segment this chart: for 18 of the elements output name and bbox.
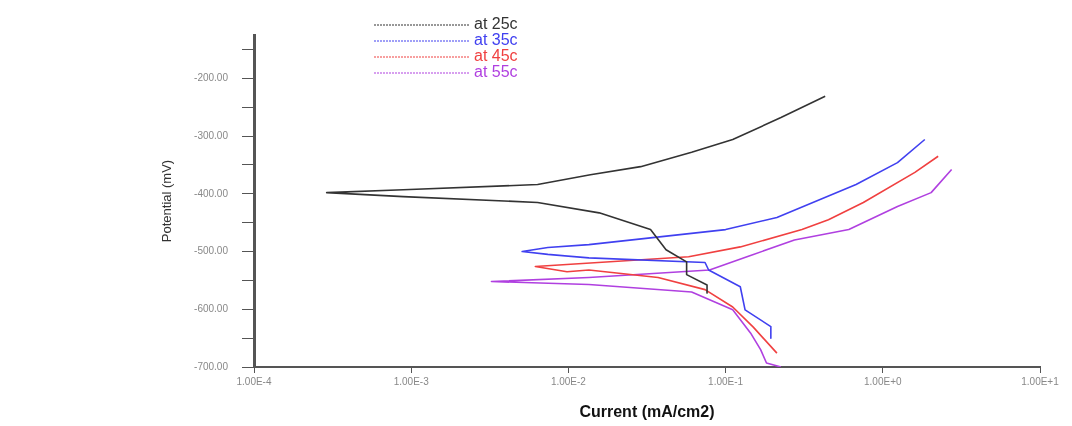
x-tick-label: 1.00E-4 [236,375,272,387]
x-tick-label: 1.00E-1 [708,375,744,387]
x-tick-label: 1.00E-3 [393,375,430,387]
y-tick-label: -400.00 [194,187,229,199]
y-tick-label: -700.00 [194,360,229,372]
text: at 45c [474,47,518,65]
x-tick-label: 1.00E+0 [864,375,902,387]
y-tick-label: -200.00 [194,72,229,84]
y-tick-label: -600.00 [194,303,229,315]
text: at 25c [474,15,518,33]
x-axis-title: Current (mA/cm2) [579,402,715,420]
y-tick-label: -300.00 [194,129,229,141]
text: at 55c [474,63,518,81]
y-tick-label: -500.00 [194,245,229,257]
y-axis-title: Potential (mV) [159,159,175,243]
text: at 35c [474,31,518,49]
x-tick-label: 1.00E+1 [1021,375,1060,387]
x-tick-label: 1.00E-2 [550,375,587,387]
